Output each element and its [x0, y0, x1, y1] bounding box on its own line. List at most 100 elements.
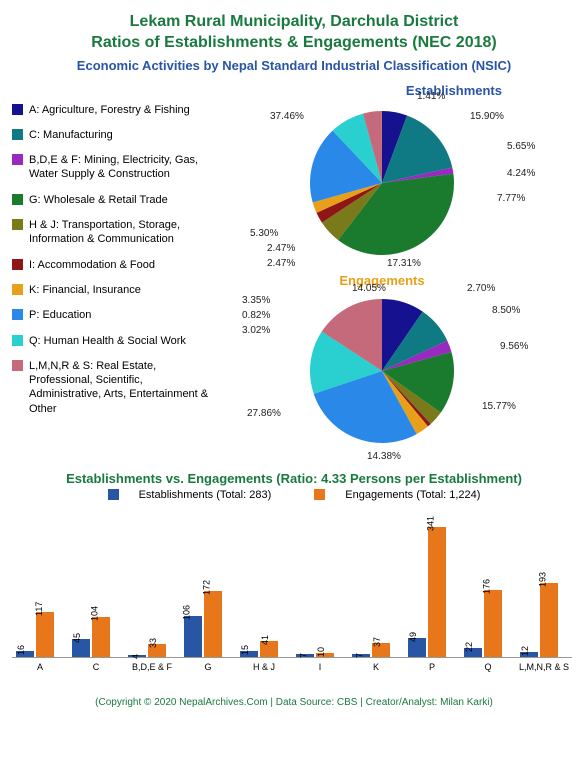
pie-label: 14.05% — [352, 283, 386, 294]
bar: 193 — [540, 583, 558, 657]
pie-label: 14.38% — [367, 451, 401, 462]
x-label: B,D,E & F — [127, 658, 177, 672]
x-label: A — [15, 658, 65, 672]
legend-item: H & J: Transportation, Storage, Informat… — [12, 218, 212, 247]
legend-item: I: Accommodation & Food — [12, 258, 212, 272]
legend-swatch — [12, 154, 23, 165]
pie-label: 3.35% — [242, 295, 270, 306]
pie-label: 37.46% — [270, 111, 304, 122]
pie-engagements: Engagements 9.56%8.50%2.70%14.05%3.35%0.… — [212, 273, 552, 463]
bar-value: 4 — [130, 654, 140, 659]
bar-chart: 1611745104433106172154171073749341221761… — [12, 507, 572, 687]
bar-legend1: Establishments (Total: 283) — [139, 489, 272, 501]
bar-value: 10 — [316, 647, 326, 657]
bar-value: 12 — [520, 646, 530, 656]
bar-chart-legend: Establishments (Total: 283) Engagements … — [12, 489, 576, 501]
legend-swatch — [12, 104, 23, 115]
bar: 7 — [352, 654, 370, 657]
pie-label: 0.82% — [242, 310, 270, 321]
legend-swatch — [12, 129, 23, 140]
pie-establishments: Establishments 5.65%15.90%1.41%37.46%5.3… — [212, 83, 552, 273]
legend-label: B,D,E & F: Mining, Electricity, Gas, Wat… — [29, 153, 212, 182]
bar-value: 104 — [89, 606, 99, 621]
bar-legend2: Engagements (Total: 1,224) — [345, 489, 480, 501]
pie-label: 5.65% — [507, 141, 535, 152]
bar-group: 16117 — [15, 612, 65, 657]
bar-chart-title: Establishments vs. Engagements (Ratio: 4… — [12, 471, 576, 486]
bar-value: 41 — [260, 635, 270, 645]
x-label: H & J — [239, 658, 289, 672]
legend-label: C: Manufacturing — [29, 128, 113, 142]
bar-value: 49 — [408, 632, 418, 642]
pie-label: 2.47% — [267, 243, 295, 254]
bar: 7 — [296, 654, 314, 657]
bar-group: 1541 — [239, 641, 289, 657]
title-line1: Lekam Rural Municipality, Darchula Distr… — [12, 12, 576, 33]
legend-label: I: Accommodation & Food — [29, 258, 155, 272]
legend-item: K: Financial, Insurance — [12, 283, 212, 297]
pie-label: 4.24% — [507, 168, 535, 179]
legend-label: A: Agriculture, Forestry & Fishing — [29, 103, 190, 117]
bar-group: 45104 — [71, 617, 121, 657]
legend-item: P: Education — [12, 308, 212, 322]
title-line2: Ratios of Establishments & Engagements (… — [12, 33, 576, 54]
pie-label: 8.50% — [492, 305, 520, 316]
bar: 104 — [92, 617, 110, 657]
legend-item: L,M,N,R & S: Real Estate, Professional, … — [12, 359, 212, 416]
copyright: (Copyright © 2020 NepalArchives.Com | Da… — [12, 697, 576, 708]
legend: A: Agriculture, Forestry & Fishing C: Man… — [12, 83, 212, 463]
x-label: K — [351, 658, 401, 672]
legend-swatch — [12, 259, 23, 270]
bar-value: 117 — [34, 602, 44, 616]
bar: 16 — [16, 651, 34, 657]
bar: 12 — [520, 652, 538, 657]
bar-value: 45 — [72, 633, 82, 643]
bar: 41 — [260, 641, 278, 657]
x-label: C — [71, 658, 121, 672]
legend-label: H & J: Transportation, Storage, Informat… — [29, 218, 212, 247]
legend-item: Q: Human Health & Social Work — [12, 334, 212, 348]
pie-label: 5.30% — [250, 228, 278, 239]
bar-value: 341 — [425, 516, 435, 531]
bar-group: 4 33 — [127, 644, 177, 657]
bar: 22 — [464, 648, 482, 656]
legend-item: G: Wholesale & Retail Trade — [12, 193, 212, 207]
pie-label: 27.86% — [247, 408, 281, 419]
legend-item: B,D,E & F: Mining, Electricity, Gas, Wat… — [12, 153, 212, 182]
legend-item: C: Manufacturing — [12, 128, 212, 142]
x-label: P — [407, 658, 457, 672]
legend-label: P: Education — [29, 308, 91, 322]
bar: 176 — [484, 590, 502, 657]
bar-value: 15 — [240, 645, 250, 655]
bar: 10 — [316, 653, 334, 657]
bar-value: 172 — [201, 580, 211, 595]
bar: 341 — [428, 527, 446, 657]
bar-group: 12193 — [519, 583, 569, 657]
bar-group: 106172 — [183, 591, 233, 657]
bar-value: 22 — [464, 642, 474, 652]
bar-value: 106 — [181, 605, 191, 620]
pie-label: 3.02% — [242, 325, 270, 336]
subtitle: Economic Activities by Nepal Standard In… — [12, 58, 576, 73]
legend-label: K: Financial, Insurance — [29, 283, 141, 297]
pie-label: 15.77% — [482, 401, 516, 412]
bar-value: 33 — [148, 638, 158, 648]
bar-value: 7 — [354, 653, 364, 658]
x-label: L,M,N,R & S — [519, 658, 569, 672]
bar: 45 — [72, 639, 90, 656]
x-label: Q — [463, 658, 513, 672]
legend-label: Q: Human Health & Social Work — [29, 334, 186, 348]
bar: 4 — [128, 655, 146, 657]
legend-swatch — [12, 335, 23, 346]
pie-label: 9.56% — [500, 341, 528, 352]
legend-swatch — [12, 219, 23, 230]
bar: 33 — [148, 644, 166, 657]
pie-label: 17.31% — [387, 258, 421, 269]
bar: 106 — [184, 616, 202, 656]
legend-swatch — [12, 309, 23, 320]
bar: 49 — [408, 638, 426, 657]
bar-value: 176 — [481, 578, 491, 593]
pie-label: 1.41% — [417, 91, 445, 102]
legend-label: L,M,N,R & S: Real Estate, Professional, … — [29, 359, 212, 416]
legend-swatch — [12, 194, 23, 205]
